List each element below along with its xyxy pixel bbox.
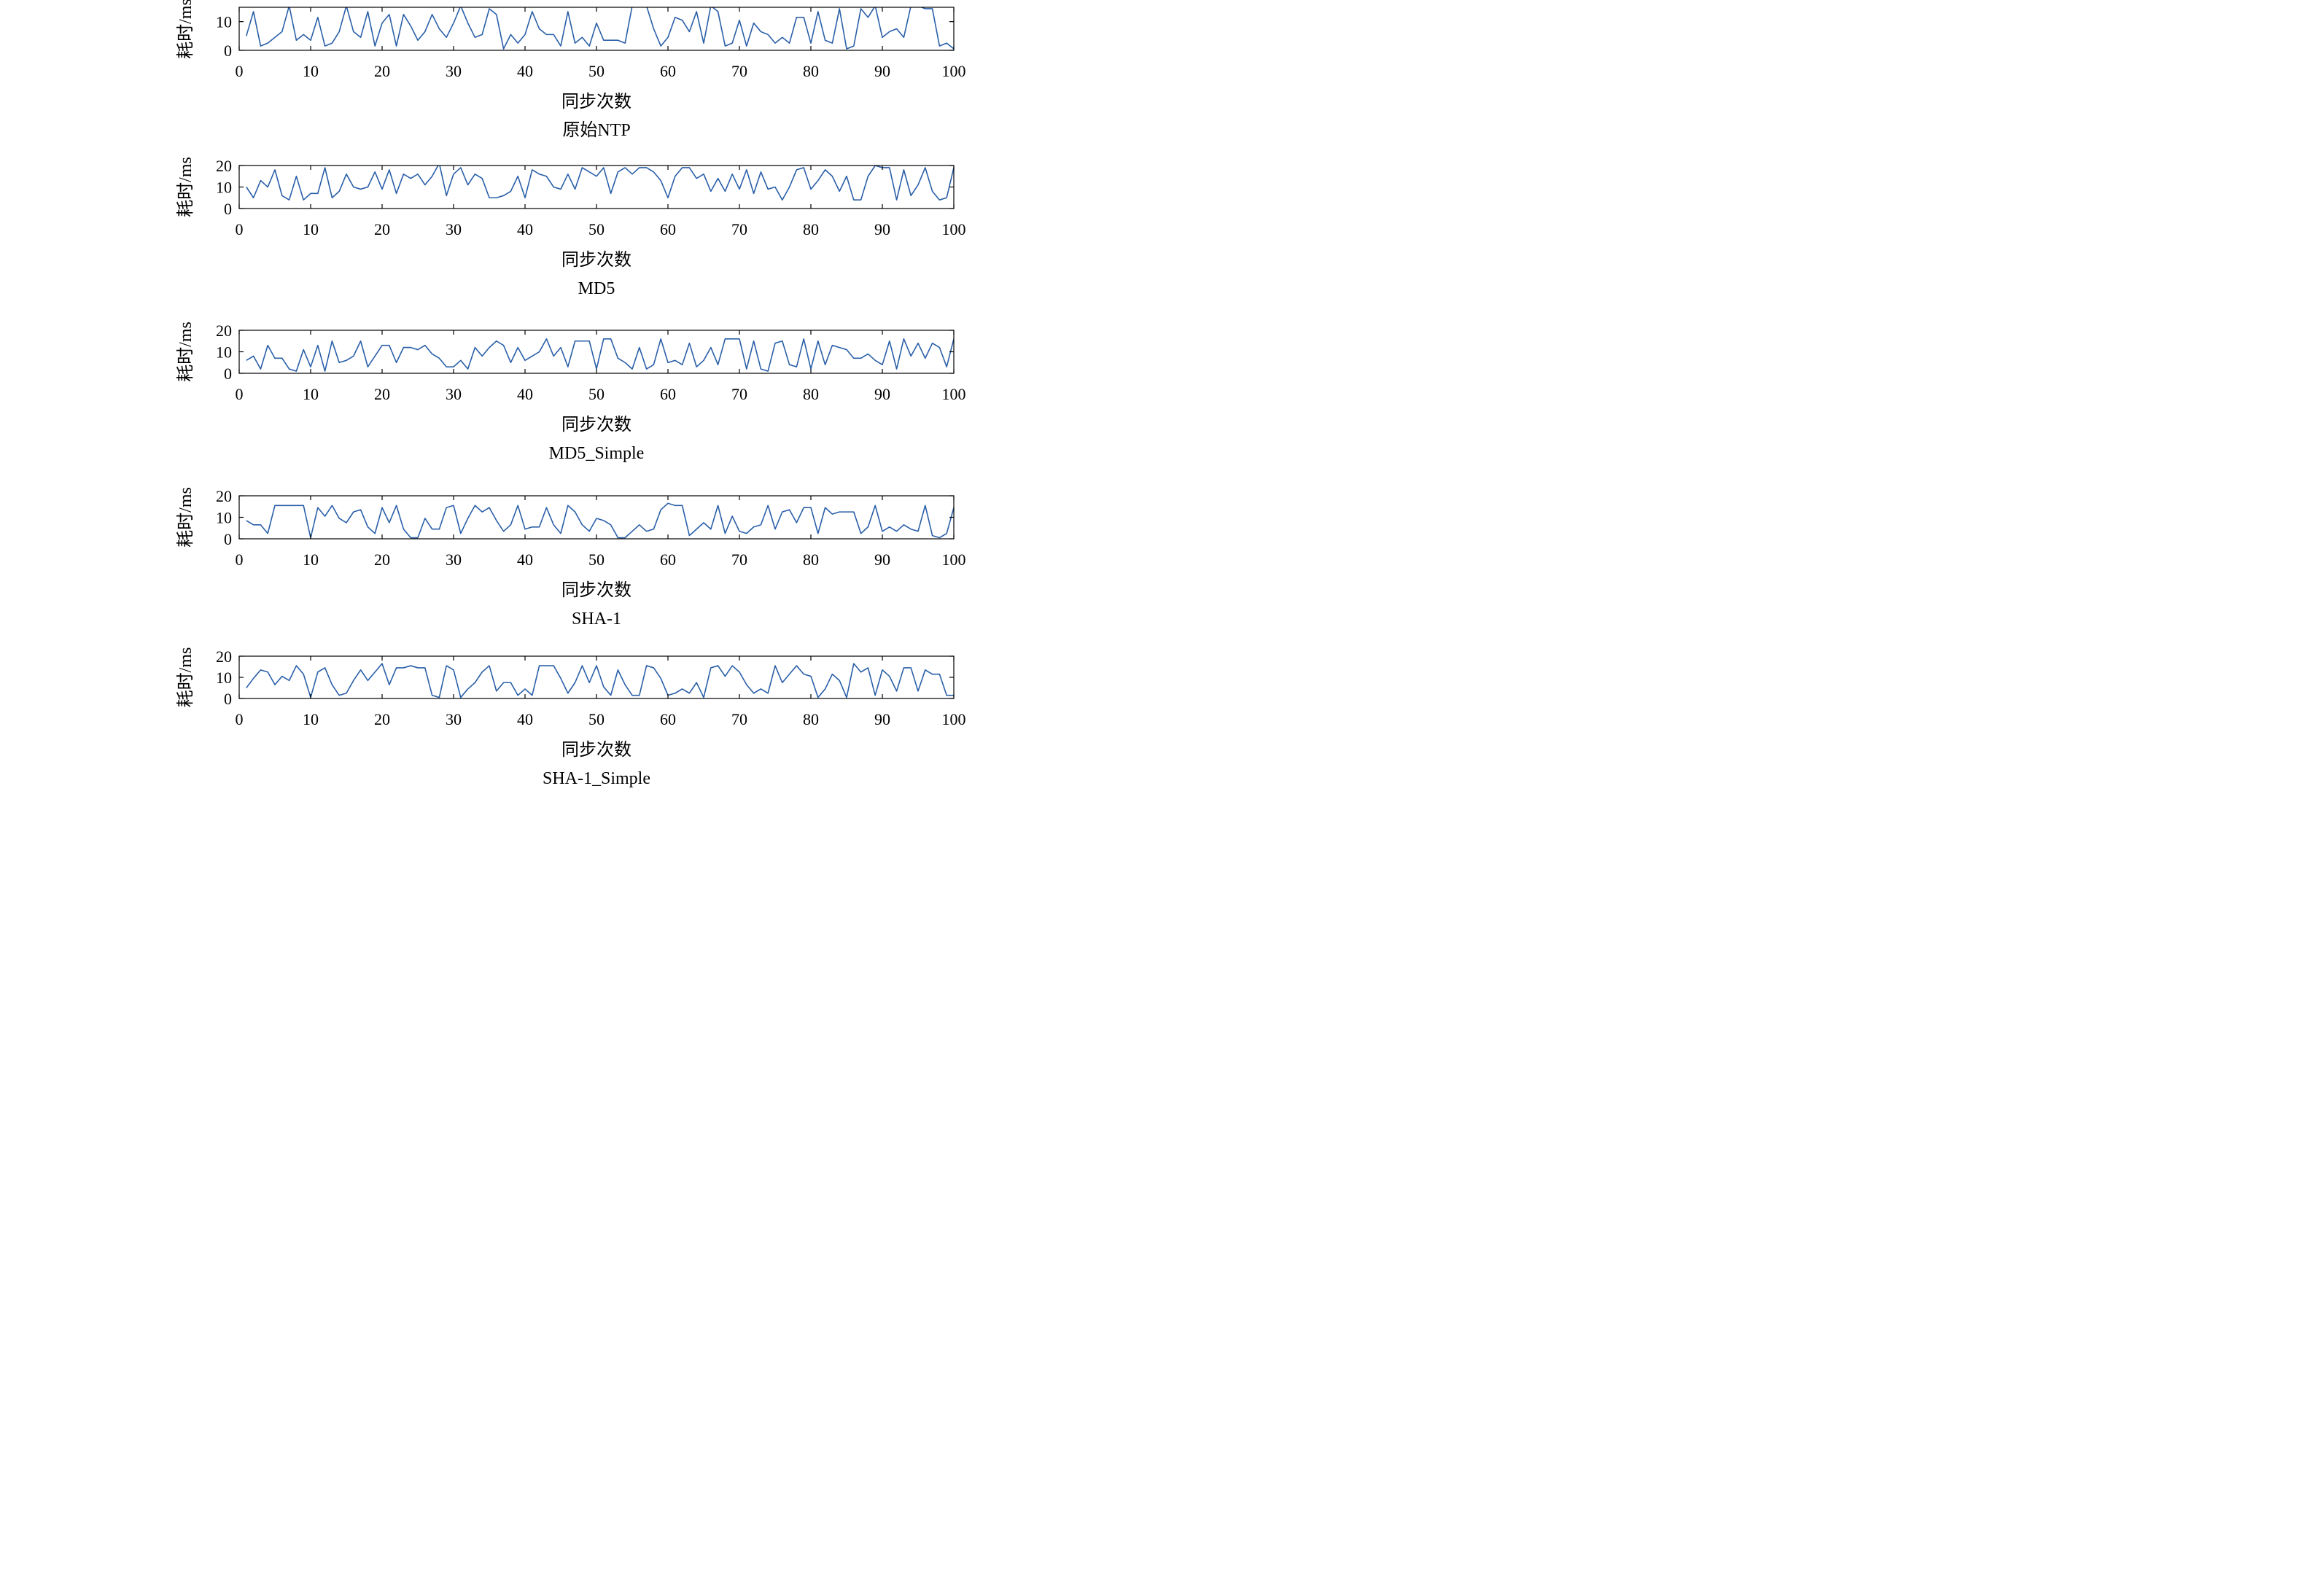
x-tick-label: 50 xyxy=(588,385,605,403)
x-tick-label: 100 xyxy=(942,385,966,403)
chart-title: 原始NTP xyxy=(562,120,630,140)
x-tick-label: 50 xyxy=(588,62,605,80)
x-tick-label: 100 xyxy=(942,550,966,569)
x-tick-label: 0 xyxy=(236,220,244,238)
x-tick-label: 40 xyxy=(517,385,533,403)
x-tick-label: 20 xyxy=(374,710,390,728)
series-line-4-1 xyxy=(246,502,954,539)
x-tick-label: 30 xyxy=(446,550,462,569)
figure: 0 10 20 30 40 50 60 70 80 90 100010耗时/ms同步次数原始NTP0… xyxy=(176,0,966,788)
y-tick-label: 0 xyxy=(224,200,232,218)
y-tick-label: 10 xyxy=(216,179,232,197)
x-axis-label: 同步次数 xyxy=(561,415,631,435)
x-tick-label: 0 xyxy=(236,62,244,80)
y-axis-label: 耗时/ms xyxy=(176,487,195,548)
x-tick-label: 80 xyxy=(803,62,819,80)
x-tick-label: 50 xyxy=(588,220,605,238)
x-tick-label: 60 xyxy=(660,385,676,403)
x-tick-label: 80 xyxy=(803,220,819,238)
chart-title: SHA-1_Simple xyxy=(543,769,650,788)
x-tick-label: 90 xyxy=(874,220,890,238)
chart-panel-3: 0 10 20 30 40 50 60 70 80 90 100 0 10 20 耗时/ms 同步次数 MD5_… xyxy=(176,322,966,463)
series-line-3-1 xyxy=(246,338,954,372)
plot-frame xyxy=(238,7,955,51)
y-tick-label: 20 xyxy=(216,647,232,666)
x-tick-label: 40 xyxy=(517,550,533,569)
x-tick-label: 30 xyxy=(446,385,462,403)
y-tick-label: 10 xyxy=(216,13,232,31)
series-line-2-1 xyxy=(246,166,954,201)
x-tick-label: 50 xyxy=(588,550,605,569)
x-tick-label: 70 xyxy=(731,385,747,403)
x-tick-label: 40 xyxy=(517,710,533,728)
x-tick-label: 80 xyxy=(803,550,819,569)
x-tick-label: 30 xyxy=(446,220,462,238)
y-tick-label: 0 xyxy=(224,365,232,383)
x-tick-label: 20 xyxy=(374,62,390,80)
x-tick-label: 10 xyxy=(303,550,319,569)
x-axis-label: 同步次数 xyxy=(561,92,631,112)
x-tick-label: 20 xyxy=(374,385,390,403)
chart-title: MD5_Simple xyxy=(549,444,645,463)
y-tick-label: 20 xyxy=(216,322,232,340)
x-tick-label: 10 xyxy=(303,385,319,403)
x-tick-label: 50 xyxy=(588,710,605,728)
x-tick-label: 60 xyxy=(660,62,676,80)
y-axis-label: 耗时/ms xyxy=(176,0,195,59)
y-tick-label: 10 xyxy=(216,509,232,527)
y-axis-label: 耗时/ms xyxy=(176,322,195,382)
x-tick-label: 0 xyxy=(236,550,244,569)
x-tick-label: 10 xyxy=(303,62,319,80)
x-tick-label: 100 xyxy=(942,220,966,238)
x-tick-label: 80 xyxy=(803,385,819,403)
x-tick-label: 10 xyxy=(303,710,319,728)
chart-panel-2: 0 10 20 30 40 50 60 70 80 90 100 0 10 20 耗时/ms 同步次数 MD5 xyxy=(176,157,966,298)
x-tick-label: 80 xyxy=(803,710,819,728)
chart-panel-5: 0 10 20 30 40 50 60 70 80 90 100 0 10 20 耗时/ms 同步次数 SHA-… xyxy=(176,647,966,788)
y-axis-label: 耗时/ms xyxy=(176,157,195,217)
y-tick-label: 20 xyxy=(216,487,232,505)
series-line-1-1 xyxy=(246,7,954,50)
x-tick-label: 10 xyxy=(303,220,319,238)
y-tick-label: 0 xyxy=(224,530,232,548)
y-axis-label: 耗时/ms xyxy=(176,647,195,708)
x-tick-label: 90 xyxy=(874,710,890,728)
y-tick-label: 20 xyxy=(216,157,232,175)
x-tick-label: 30 xyxy=(446,710,462,728)
series-line-5-1 xyxy=(246,663,954,698)
x-tick-label: 60 xyxy=(660,550,676,569)
x-tick-label: 30 xyxy=(446,62,462,80)
x-tick-label: 100 xyxy=(942,710,966,728)
chart-panel-4: 0 10 20 30 40 50 60 70 80 90 100 0 10 20 耗时/ms 同步次数 SHA-… xyxy=(176,487,966,628)
x-tick-label: 70 xyxy=(731,710,747,728)
y-tick-label: 0 xyxy=(224,42,232,60)
chart-title: MD5 xyxy=(578,279,615,298)
y-tick-label: 10 xyxy=(216,669,232,687)
x-tick-label: 90 xyxy=(874,62,890,80)
x-tick-label: 70 xyxy=(731,62,747,80)
x-tick-label: 100 xyxy=(942,62,966,80)
x-axis-label: 同步次数 xyxy=(561,250,631,270)
x-axis-label: 同步次数 xyxy=(561,740,631,760)
x-tick-label: 70 xyxy=(731,550,747,569)
plot-frame xyxy=(238,495,955,540)
y-tick-label: 0 xyxy=(224,690,232,708)
x-tick-label: 70 xyxy=(731,220,747,238)
x-tick-label: 90 xyxy=(874,550,890,569)
x-axis-label: 同步次数 xyxy=(561,580,631,600)
x-tick-label: 20 xyxy=(374,220,390,238)
x-tick-label: 40 xyxy=(517,220,533,238)
x-tick-label: 60 xyxy=(660,710,676,728)
y-tick-label: 10 xyxy=(216,343,232,362)
x-tick-label: 0 xyxy=(236,385,244,403)
x-tick-label: 40 xyxy=(517,62,533,80)
chart-title: SHA-1 xyxy=(572,610,621,628)
plot-frame xyxy=(238,165,955,209)
x-tick-label: 60 xyxy=(660,220,676,238)
x-tick-label: 0 xyxy=(236,710,244,728)
x-tick-label: 90 xyxy=(874,385,890,403)
x-tick-label: 20 xyxy=(374,550,390,569)
